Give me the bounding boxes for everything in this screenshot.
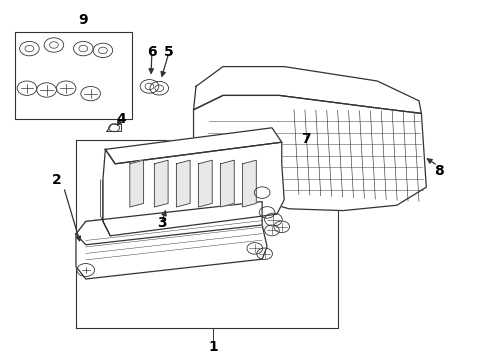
Text: 8: 8 bbox=[434, 164, 443, 178]
Polygon shape bbox=[194, 67, 421, 113]
Polygon shape bbox=[105, 128, 282, 164]
Text: 5: 5 bbox=[164, 45, 174, 59]
Polygon shape bbox=[243, 160, 256, 207]
Bar bbox=[15, 32, 132, 119]
Polygon shape bbox=[176, 160, 190, 207]
Polygon shape bbox=[154, 160, 168, 207]
Polygon shape bbox=[194, 95, 426, 211]
Text: 6: 6 bbox=[147, 45, 157, 59]
Text: 7: 7 bbox=[301, 132, 311, 145]
Polygon shape bbox=[76, 202, 262, 245]
Text: 9: 9 bbox=[78, 13, 88, 27]
Text: 3: 3 bbox=[157, 216, 167, 230]
Polygon shape bbox=[130, 160, 144, 207]
Text: 4: 4 bbox=[117, 112, 126, 126]
Polygon shape bbox=[76, 202, 267, 279]
Text: 1: 1 bbox=[208, 341, 218, 354]
Polygon shape bbox=[103, 142, 284, 236]
Polygon shape bbox=[198, 160, 212, 207]
Text: 2: 2 bbox=[51, 173, 61, 187]
Polygon shape bbox=[220, 160, 234, 207]
